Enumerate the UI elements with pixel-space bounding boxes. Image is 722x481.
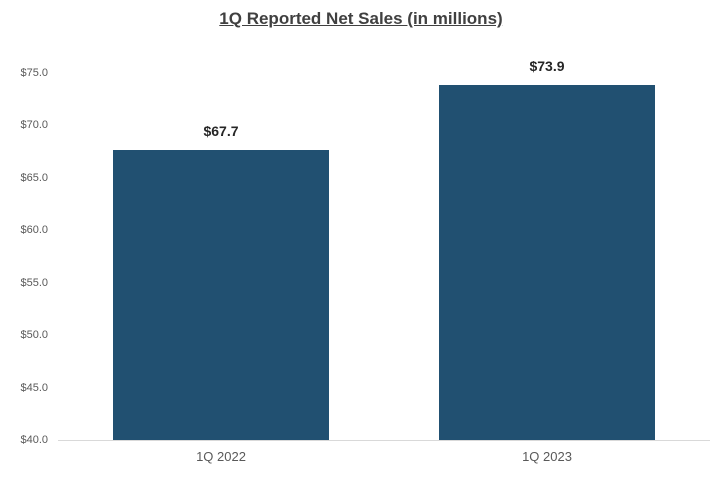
y-tick-label: $55.0	[20, 276, 48, 289]
y-tick-label: $75.0	[20, 67, 48, 79]
bar-1q-2022	[113, 149, 329, 440]
data-label-1q-2023: $73.9	[529, 57, 565, 74]
y-tick-label: $40.0	[20, 434, 48, 446]
y-tick-label: $60.0	[20, 224, 48, 237]
x-tick-label-1q-2023: 1Q 2023	[522, 449, 572, 464]
data-label-1q-2022: $67.7	[203, 122, 239, 139]
y-tick-label: $65.0	[20, 171, 48, 184]
x-tick-label-1q-2022: 1Q 2022	[196, 449, 246, 464]
x-axis-line	[58, 440, 710, 441]
y-tick-label: $70.0	[20, 119, 48, 132]
chart-title: 1Q Reported Net Sales (in millions)	[219, 9, 503, 28]
bar-1q-2023	[439, 84, 655, 440]
y-tick-label: $45.0	[20, 381, 48, 394]
y-tick-label: $50.0	[20, 329, 48, 342]
